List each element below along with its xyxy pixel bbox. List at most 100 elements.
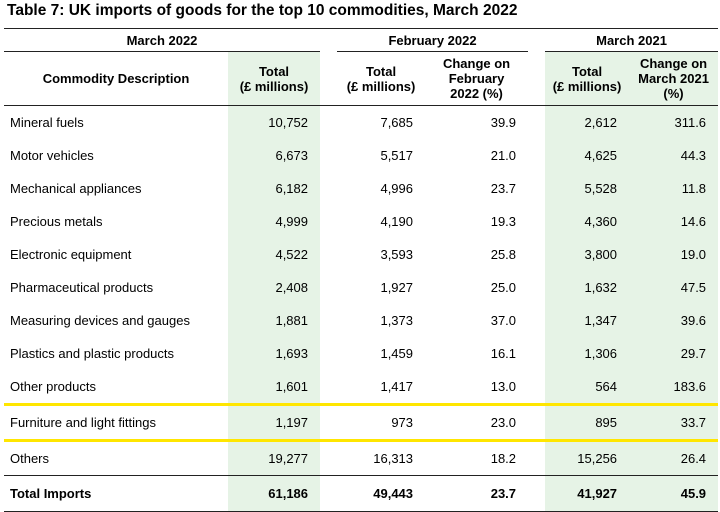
mar2022-total: 4,522 bbox=[228, 238, 321, 271]
spacer bbox=[528, 271, 545, 304]
feb-total: 1,927 bbox=[380, 280, 414, 295]
feb-total: 5,517 bbox=[380, 148, 414, 163]
spacer bbox=[528, 28, 546, 52]
feb-change: 16.1 bbox=[490, 346, 517, 361]
mar2021-total: 4,625 bbox=[545, 139, 630, 172]
mar2022-total: 19,277 bbox=[228, 440, 321, 476]
spacer bbox=[320, 337, 337, 370]
total-label: Total Imports bbox=[4, 475, 228, 512]
spacer bbox=[528, 441, 545, 476]
feb-change: 39.9 bbox=[425, 105, 529, 139]
table-row: Motor vehicles 6,673 5,517 21.0 4,625 44… bbox=[4, 139, 719, 172]
spacer bbox=[320, 271, 337, 304]
total-row: Total Imports 61,186 49,443 23.7 41,927 … bbox=[4, 475, 719, 512]
table-row: Others 19,277 16,313 18.2 15,256 26.4 bbox=[4, 440, 719, 476]
mar2021-total: 895 bbox=[545, 403, 630, 442]
commodity-name: Plastics and plastic products bbox=[10, 346, 175, 361]
col-header-description: Commodity Description bbox=[42, 71, 190, 86]
period-mar2021: March 2021 bbox=[545, 28, 719, 52]
mar2022-total: 1,197 bbox=[228, 403, 321, 442]
commodity-name: Motor vehicles bbox=[10, 148, 94, 163]
mar2022-total: 1,601 bbox=[228, 370, 321, 405]
feb-total: 4,190 bbox=[380, 214, 414, 229]
spacer bbox=[320, 205, 337, 238]
mar2021-change: 39.6 bbox=[629, 304, 719, 337]
period-feb2022: February 2022 bbox=[337, 28, 529, 52]
spacer bbox=[528, 337, 545, 370]
spacer bbox=[320, 304, 337, 337]
feb-change: 23.7 bbox=[425, 475, 529, 512]
mar2021-total: 41,927 bbox=[545, 475, 630, 512]
header-line: Change on bbox=[639, 56, 708, 71]
mar2021-total: 1,632 bbox=[545, 271, 630, 304]
mar2021-change: 47.5 bbox=[629, 271, 719, 304]
header-line: (%) bbox=[663, 86, 684, 101]
spacer bbox=[528, 172, 545, 205]
table-title: Table 7: UK imports of goods for the top… bbox=[7, 2, 518, 19]
feb-total: 973 bbox=[337, 403, 426, 442]
mar2022-total: 10,752 bbox=[228, 105, 321, 139]
table-row: Pharmaceutical products 2,408 1,927 25.0… bbox=[4, 271, 719, 304]
feb-total: 1,417 bbox=[380, 379, 414, 394]
mar2021-total: 2,612 bbox=[545, 105, 630, 139]
col-header-feb-total: Total (£ millions) bbox=[337, 52, 425, 106]
spacer bbox=[320, 475, 338, 512]
spacer bbox=[528, 403, 546, 442]
commodity-name: Others bbox=[10, 451, 50, 466]
feb-change: 23.7 bbox=[490, 181, 517, 196]
mar2021-change: 11.8 bbox=[629, 172, 719, 205]
commodity-name: Mineral fuels bbox=[4, 105, 228, 139]
header-line: Change on bbox=[442, 56, 511, 71]
mar2022-total: 4,999 bbox=[228, 205, 321, 238]
commodity-name: Measuring devices and gauges bbox=[10, 313, 190, 328]
spacer bbox=[528, 238, 545, 271]
spacer bbox=[320, 105, 338, 139]
col-header-mar2022-total: Total (£ millions) bbox=[228, 51, 321, 106]
feb-change: 18.2 bbox=[490, 451, 517, 466]
commodity-name: Pharmaceutical products bbox=[10, 280, 154, 295]
feb-change: 25.8 bbox=[490, 247, 517, 262]
period-header-row: March 2022 February 2022 March 2021 bbox=[4, 28, 719, 52]
spacer bbox=[320, 441, 337, 476]
spacer bbox=[320, 172, 337, 205]
mar2021-total: 4,360 bbox=[545, 205, 630, 238]
feb-change: 37.0 bbox=[490, 313, 517, 328]
header-line: (£ millions) bbox=[239, 78, 309, 94]
mar2022-total: 61,186 bbox=[228, 475, 321, 512]
highlighted-row: Furniture and light fittings 1,197 973 2… bbox=[4, 403, 719, 442]
feb-change: 21.0 bbox=[490, 148, 517, 163]
spacer bbox=[528, 139, 545, 172]
table-row: Other products 1,601 1,417 13.0 564 183.… bbox=[4, 370, 719, 405]
spacer bbox=[528, 370, 545, 405]
mar2021-change: 33.7 bbox=[629, 403, 719, 442]
header-line: Total bbox=[571, 63, 603, 79]
feb-change: 25.0 bbox=[490, 280, 517, 295]
header-line: (£ millions) bbox=[346, 78, 416, 94]
spacer bbox=[528, 304, 545, 337]
feb-change: 23.0 bbox=[425, 403, 529, 442]
table-row: Mechanical appliances 6,182 4,996 23.7 5… bbox=[4, 172, 719, 205]
mar2021-change: 29.7 bbox=[629, 337, 719, 370]
mar2021-change: 311.6 bbox=[629, 105, 719, 139]
header-line: Total bbox=[258, 63, 290, 79]
mar2021-change: 45.9 bbox=[629, 475, 719, 512]
feb-total: 1,459 bbox=[380, 346, 414, 361]
mar2022-total: 2,408 bbox=[228, 271, 321, 304]
table-row: Precious metals 4,999 4,190 19.3 4,360 1… bbox=[4, 205, 719, 238]
feb-total: 1,373 bbox=[380, 313, 414, 328]
spacer bbox=[528, 52, 545, 106]
commodity-name: Furniture and light fittings bbox=[4, 403, 228, 442]
mar2021-total: 3,800 bbox=[545, 238, 630, 271]
col-header-mar2021-total: Total (£ millions) bbox=[545, 51, 630, 106]
feb-change: 19.3 bbox=[490, 214, 517, 229]
mar2021-total: 15,256 bbox=[545, 440, 630, 476]
spacer bbox=[320, 403, 338, 442]
mar2022-total: 6,673 bbox=[228, 139, 321, 172]
spacer bbox=[320, 370, 337, 405]
imports-table: March 2022 February 2022 March 2021 Comm… bbox=[4, 28, 719, 512]
mar2022-total: 1,881 bbox=[228, 304, 321, 337]
period-mar2022: March 2022 bbox=[4, 28, 321, 52]
spacer bbox=[320, 139, 337, 172]
mar2021-total: 1,306 bbox=[545, 337, 630, 370]
mar2021-change: 183.6 bbox=[629, 370, 719, 405]
